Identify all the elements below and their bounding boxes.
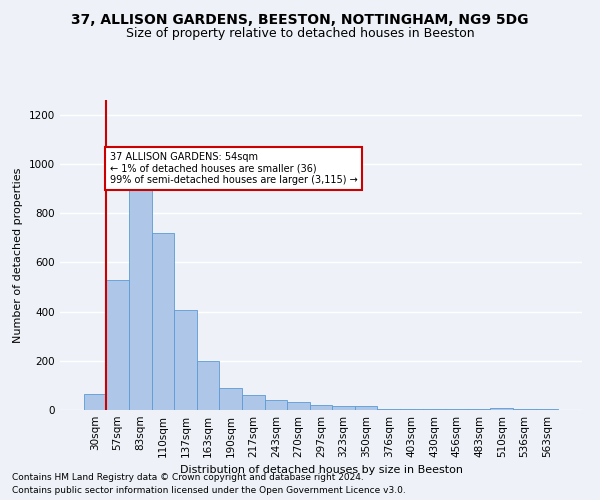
Bar (220, 388, 242, 410)
Text: 37 ALLISON GARDENS: 54sqm
← 1% of detached houses are smaller (36)
99% of semi-d: 37 ALLISON GARDENS: 54sqm ← 1% of detach… (110, 152, 358, 185)
Bar (265, 400, 287, 410)
Text: Size of property relative to detached houses in Beeston: Size of property relative to detached ho… (125, 28, 475, 40)
Text: 37, ALLISON GARDENS, BEESTON, NOTTINGHAM, NG9 5DG: 37, ALLISON GARDENS, BEESTON, NOTTINGHAM… (71, 12, 529, 26)
Bar (106, 280, 129, 410)
X-axis label: Distribution of detached houses by size in Beeston: Distribution of detached houses by size … (179, 466, 463, 475)
Bar (377, 409, 400, 410)
Bar (287, 402, 310, 410)
Bar (152, 233, 174, 410)
Text: Contains public sector information licensed under the Open Government Licence v3: Contains public sector information licen… (12, 486, 406, 495)
Bar (332, 406, 355, 410)
Bar (174, 310, 197, 410)
Bar (355, 406, 377, 410)
Bar (490, 408, 513, 410)
Text: Contains HM Land Registry data © Crown copyright and database right 2024.: Contains HM Land Registry data © Crown c… (12, 474, 364, 482)
Bar (197, 361, 220, 410)
Bar (400, 409, 422, 410)
Bar (129, 164, 152, 410)
Bar (242, 395, 265, 410)
Y-axis label: Number of detached properties: Number of detached properties (13, 168, 23, 342)
Bar (84, 394, 106, 410)
Bar (310, 405, 332, 410)
